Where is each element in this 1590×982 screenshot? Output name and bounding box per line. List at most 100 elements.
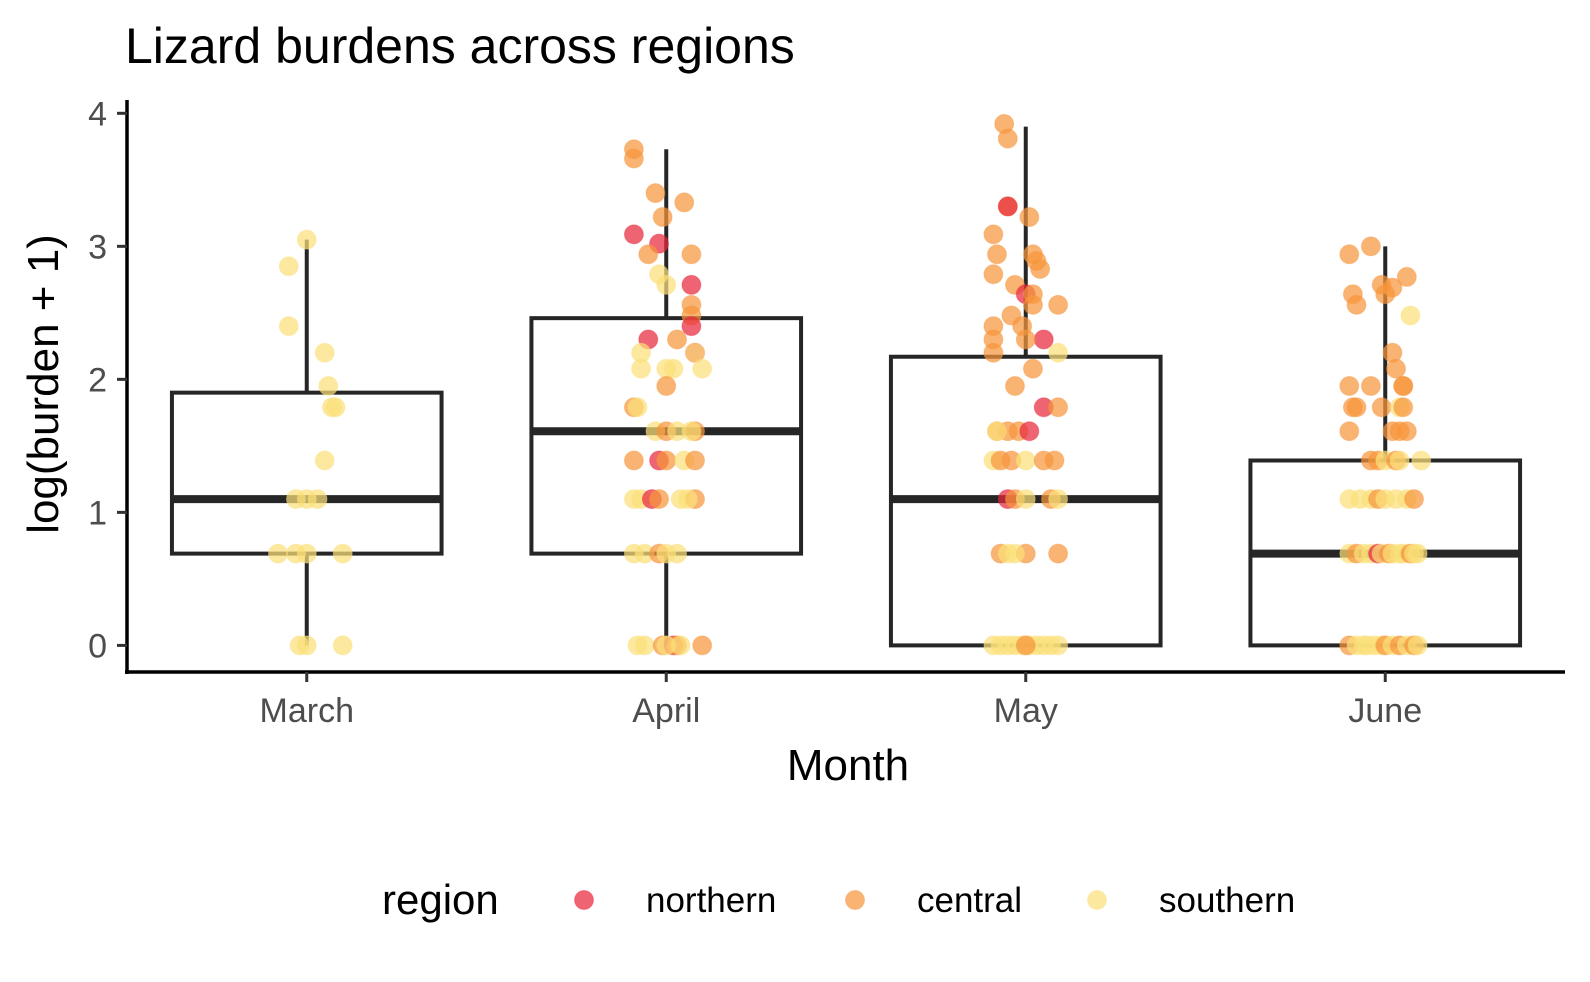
- data-point-southern: [1407, 635, 1428, 656]
- box-layer: [169, 126, 1523, 648]
- legend: region northern central southern: [382, 876, 1295, 923]
- legend-label-northern: northern: [646, 881, 776, 920]
- data-point-central: [652, 207, 673, 228]
- data-point-southern: [314, 450, 335, 471]
- axes: 0 1 2 3 4 March April May June: [88, 95, 1565, 730]
- data-point-southern: [681, 421, 702, 442]
- data-point-central: [986, 244, 1007, 265]
- data-point-southern: [278, 256, 299, 277]
- data-point-southern: [1004, 543, 1025, 564]
- y-tick-label: 3: [88, 228, 107, 266]
- data-point-southern: [1389, 450, 1410, 471]
- box-iqr: [169, 390, 444, 556]
- data-point-southern: [677, 489, 698, 510]
- y-tick-label: 0: [88, 627, 107, 665]
- data-point-central: [997, 128, 1018, 149]
- data-point-southern: [1048, 635, 1069, 656]
- data-point-central: [667, 329, 688, 350]
- data-point-central: [1044, 450, 1065, 471]
- data-point-central: [656, 376, 677, 396]
- data-point-southern: [267, 543, 288, 564]
- data-point-central: [623, 450, 644, 471]
- data-point-central: [983, 342, 1004, 363]
- data-point-central: [983, 264, 1004, 285]
- data-point-central: [1339, 376, 1360, 396]
- legend-key-southern: [1087, 890, 1107, 910]
- data-point-central: [1339, 244, 1360, 265]
- legend-title: region: [382, 876, 499, 923]
- data-point-southern: [314, 342, 335, 363]
- data-point-southern: [307, 489, 328, 510]
- data-point-southern: [1411, 450, 1432, 471]
- legend-item-southern: southern: [1087, 881, 1295, 920]
- data-point-central: [1015, 635, 1036, 656]
- data-point-central: [1004, 376, 1025, 396]
- data-point-southern: [318, 376, 339, 396]
- data-point-southern: [685, 342, 706, 363]
- data-point-central: [681, 244, 702, 265]
- data-point-southern: [627, 397, 648, 418]
- data-point-central: [1393, 397, 1414, 418]
- chart-title: Lizard burdens across regions: [125, 18, 795, 74]
- legend-item-northern: northern: [574, 881, 776, 920]
- data-point-central: [623, 148, 644, 169]
- box-may: [888, 126, 1163, 648]
- box-june: [1248, 246, 1523, 648]
- y-axis-title: log(burden + 1): [19, 234, 68, 534]
- legend-label-southern: southern: [1159, 881, 1295, 920]
- data-point-central: [656, 450, 677, 471]
- data-point-southern: [634, 635, 655, 656]
- legend-key-northern: [574, 890, 594, 910]
- data-point-central: [645, 183, 666, 204]
- data-point-central: [1371, 397, 1392, 418]
- y-tick-label: 4: [88, 95, 107, 133]
- data-point-central: [649, 489, 670, 510]
- data-point-central: [1386, 358, 1407, 379]
- data-point-central: [1048, 294, 1069, 315]
- y-tick-label: 1: [88, 494, 107, 532]
- data-point-southern: [1400, 305, 1421, 326]
- data-point-southern: [1015, 450, 1036, 471]
- data-point-central: [685, 450, 706, 471]
- data-point-central: [1019, 207, 1040, 228]
- data-point-southern: [1407, 543, 1428, 564]
- data-point-northern: [1019, 421, 1040, 442]
- data-point-southern: [656, 635, 677, 656]
- data-point-southern: [692, 358, 713, 379]
- data-point-southern: [667, 543, 688, 564]
- box-march: [169, 239, 444, 646]
- data-point-northern: [1033, 329, 1054, 350]
- data-point-central: [1346, 397, 1367, 418]
- data-point-northern: [623, 224, 644, 245]
- data-point-central: [1375, 284, 1396, 305]
- legend-label-central: central: [917, 881, 1022, 920]
- data-point-northern: [681, 316, 702, 337]
- legend-key-central: [845, 890, 865, 910]
- data-point-southern: [1015, 489, 1036, 510]
- y-tick-label: 2: [88, 361, 107, 399]
- data-point-central: [1015, 329, 1036, 350]
- data-point-southern: [332, 635, 353, 656]
- data-point-southern: [656, 274, 677, 295]
- data-point-southern: [296, 229, 317, 250]
- data-point-central: [1048, 543, 1069, 564]
- data-point-southern: [1048, 489, 1069, 510]
- x-tick-label: April: [632, 692, 700, 730]
- data-point-southern: [321, 397, 342, 418]
- data-point-southern: [663, 358, 684, 379]
- data-point-southern: [296, 543, 317, 564]
- x-tick-label: March: [260, 692, 354, 730]
- jitter-points-layer: [267, 113, 1432, 656]
- data-point-southern: [278, 316, 299, 337]
- legend-item-central: central: [845, 881, 1022, 920]
- data-point-northern: [997, 196, 1018, 217]
- data-point-central: [1022, 294, 1043, 315]
- data-point-central: [1030, 258, 1051, 279]
- data-point-southern: [986, 421, 1007, 442]
- data-point-central: [674, 192, 695, 213]
- data-point-central: [638, 244, 659, 265]
- data-point-northern: [681, 274, 702, 295]
- data-point-central: [1339, 421, 1360, 442]
- data-point-southern: [631, 358, 652, 379]
